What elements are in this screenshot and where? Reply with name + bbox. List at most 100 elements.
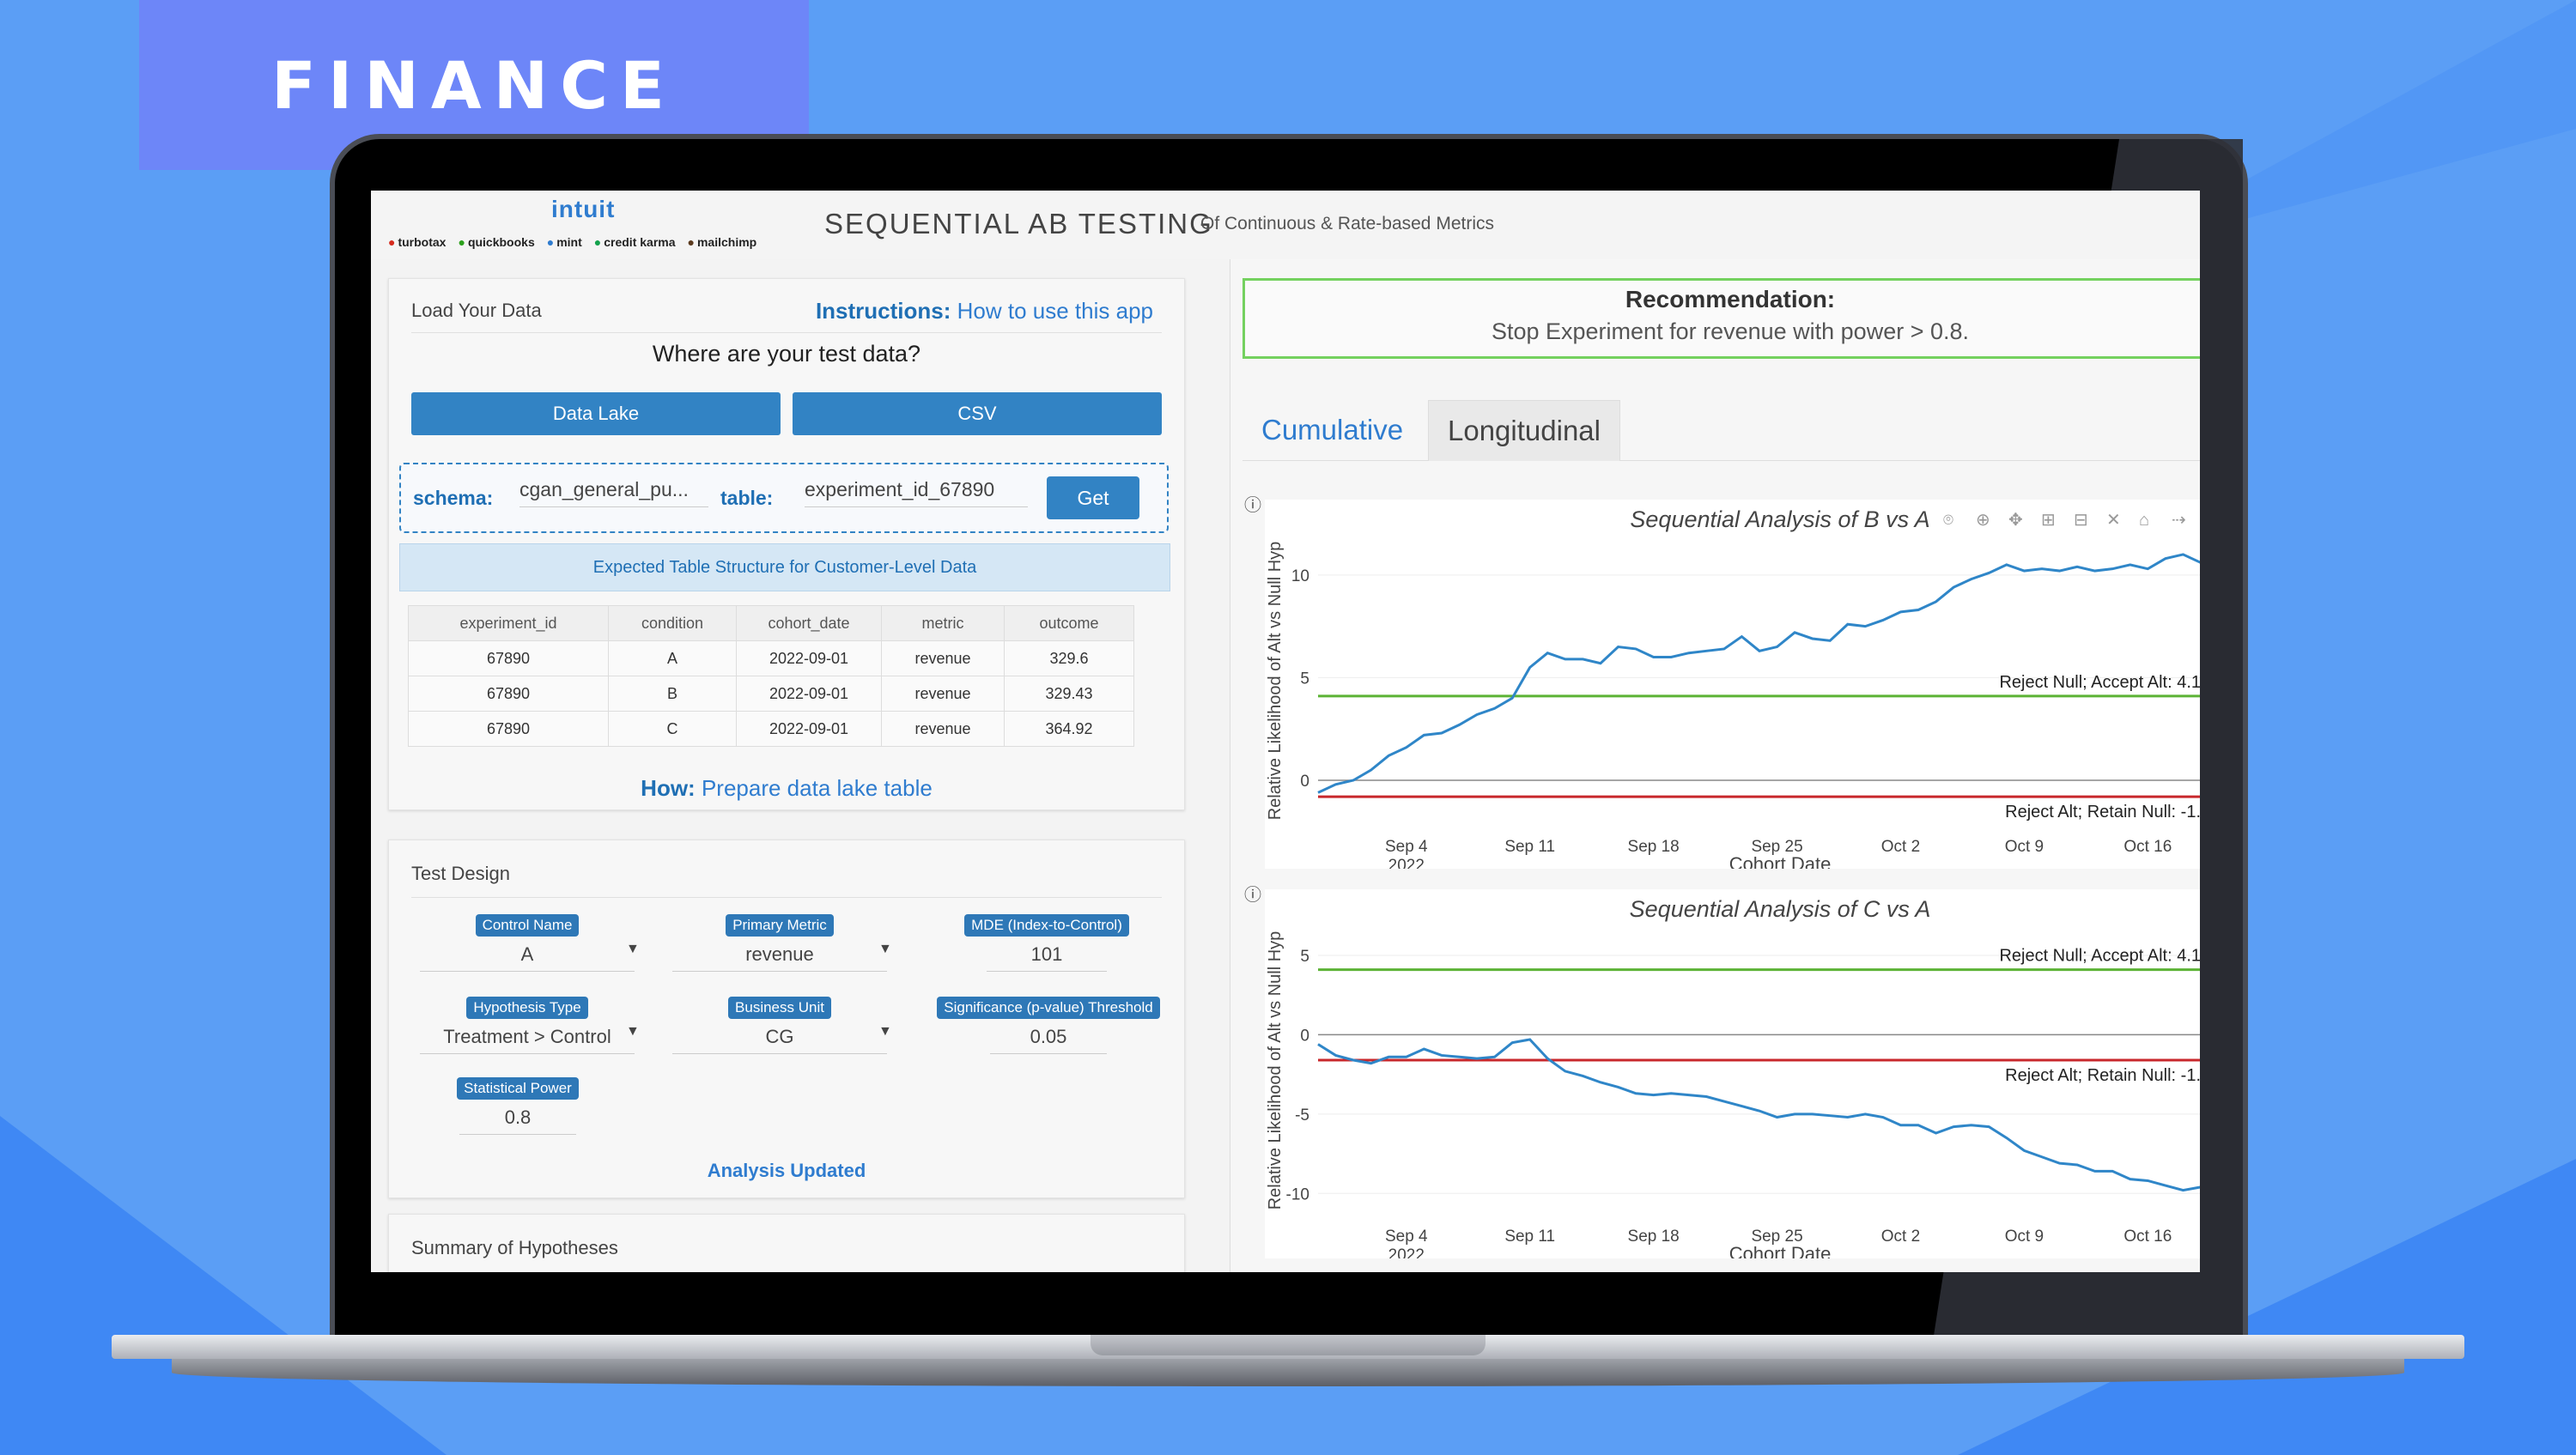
get-button[interactable]: Get: [1047, 476, 1139, 519]
table-input[interactable]: experiment_id_67890: [805, 478, 1028, 507]
intuit-logo: intuit: [551, 196, 616, 222]
y-tick-label: 0: [1300, 1027, 1309, 1045]
info-icon[interactable]: ⓘ: [1244, 496, 1261, 515]
control-name-value: A: [420, 943, 635, 972]
data-lake-button[interactable]: Data Lake: [411, 392, 781, 435]
statistical-power-label: Statistical Power: [457, 1077, 579, 1100]
toolbar-icon: ⌾: [1943, 511, 1953, 530]
expected-structure-toggle[interactable]: Expected Table Structure for Customer-Le…: [399, 543, 1170, 591]
summary-panel: Summary of Hypotheses: [388, 1214, 1185, 1272]
instructions-link[interactable]: Instructions: How to use this app: [816, 298, 1153, 324]
chart-title: Sequential Analysis of C vs A: [1630, 896, 1931, 922]
recommendation-text: Stop Experiment for revenue with power >…: [1491, 318, 1970, 344]
brand-credit-karma: credit karma: [594, 235, 675, 249]
y-axis-label: Relative Likelihood of Alt vs Null Hyp: [1266, 542, 1285, 821]
table-cell: 329.6: [1004, 640, 1134, 676]
column-header: experiment_id: [408, 605, 609, 641]
table-cell: 67890: [408, 676, 609, 712]
how-text: Prepare data lake table: [701, 775, 933, 801]
y-tick-label: 5: [1300, 948, 1309, 966]
toolbar-icon: ⊕: [1976, 511, 1990, 530]
brand-quickbooks: quickbooks: [458, 235, 535, 249]
mde-value: 101: [987, 943, 1107, 972]
chart-c-vs-a: Sequential Analysis of C vs A -10 -5 0 5 Sep …: [1265, 889, 2200, 1264]
table-cell: revenue: [881, 640, 1005, 676]
x-tick-label: 2022: [1388, 1246, 1425, 1258]
table-cell: A: [608, 640, 737, 676]
how-label: How:: [641, 775, 696, 801]
y-axis-label: Relative Likelihood of Alt vs Null Hyp: [1266, 931, 1285, 1210]
info-icon[interactable]: ⓘ: [1244, 886, 1261, 905]
significance-label: Significance (p-value) Threshold: [937, 997, 1160, 1019]
table-cell: 329.43: [1004, 676, 1134, 712]
schema-input[interactable]: cgan_general_pu...: [519, 478, 708, 507]
mde-input[interactable]: MDE (Index-to-Control) 101: [935, 914, 1158, 972]
threshold-label: Reject Alt; Retain Null: -1.: [2005, 803, 2200, 821]
hypothesis-type-select[interactable]: Hypothesis Type Treatment > Control: [420, 997, 635, 1054]
table-cell: 2022-09-01: [736, 676, 882, 712]
analysis-status: Analysis Updated: [707, 1160, 866, 1181]
business-unit-select[interactable]: Business Unit CG: [672, 997, 887, 1054]
y-tick-label: 0: [1300, 773, 1309, 791]
prepare-table-link[interactable]: How: Prepare data lake table: [389, 775, 1184, 802]
divider: [411, 332, 1162, 333]
table-cell: 67890: [408, 640, 609, 676]
primary-metric-select[interactable]: Primary Metric revenue: [672, 914, 887, 972]
top-bar: intuit turbotax quickbooks mint credit k…: [371, 191, 2200, 260]
mde-label: MDE (Index-to-Control): [964, 914, 1129, 937]
column-header: outcome: [1004, 605, 1134, 641]
toolbar-icon: ⊟: [2074, 511, 2088, 530]
table-cell: 67890: [408, 711, 609, 747]
data-source-question: Where are your test data?: [652, 341, 921, 367]
statistical-power-value: 0.8: [459, 1106, 576, 1135]
recommendation-box: Recommendation: Stop Experiment for reve…: [1242, 278, 2200, 359]
threshold-label: Reject Null; Accept Alt: 4.1: [1999, 673, 2200, 692]
table-row: 67890 B 2022-09-01 revenue 329.43: [408, 676, 1134, 712]
statistical-power-input[interactable]: Statistical Power 0.8: [449, 1077, 586, 1135]
x-tick-label: Sep 25: [1751, 1228, 1802, 1246]
table-cell: 2022-09-01: [736, 640, 882, 676]
x-tick-label: Sep 11: [1504, 1228, 1555, 1246]
finance-tag-label: FINANCE: [271, 46, 677, 124]
app-title: SEQUENTIAL AB TESTING: [824, 208, 1213, 239]
tab-cumulative[interactable]: Cumulative: [1261, 414, 1404, 446]
x-tick-label: 2022: [1388, 857, 1425, 869]
instructions-label: Instructions:: [815, 298, 951, 324]
table-cell: C: [608, 711, 737, 747]
y-tick-label: -5: [1295, 1106, 1309, 1125]
x-tick-label: Sep 4: [1385, 838, 1428, 856]
csv-button[interactable]: CSV: [793, 392, 1162, 435]
tab-longitudinal[interactable]: Longitudinal: [1428, 400, 1620, 461]
chart-b-vs-a-svg: Sequential Analysis of B vs A⌾⊕✥⊞⊟✕⌂⇢▬05…: [1266, 506, 2200, 875]
business-unit-value: CG: [672, 1026, 887, 1054]
y-tick-label: 5: [1300, 670, 1309, 688]
sample-table: experiment_id condition cohort_date metr…: [408, 605, 1134, 747]
hypothesis-type-label: Hypothesis Type: [466, 997, 588, 1019]
significance-input[interactable]: Significance (p-value) Threshold 0.05: [930, 997, 1167, 1054]
chevron-down-icon[interactable]: ▼: [878, 1024, 892, 1039]
table-cell: revenue: [881, 711, 1005, 747]
chevron-down-icon[interactable]: ▼: [878, 942, 892, 956]
divider: [411, 897, 1162, 898]
x-tick-label: Oct 9: [2005, 838, 2044, 856]
x-tick-label: Sep 25: [1751, 838, 1802, 856]
control-name-select[interactable]: Control Name A: [420, 914, 635, 972]
table-cell: B: [608, 676, 737, 712]
laptop-base-under: [172, 1359, 2404, 1386]
brand-turbotax: turbotax: [388, 235, 446, 249]
chevron-down-icon[interactable]: ▼: [626, 942, 640, 956]
load-data-panel: Load Your Data Instructions: How to use …: [388, 278, 1185, 810]
schema-label: schema:: [413, 487, 494, 509]
instructions-text: How to use this app: [957, 298, 1153, 324]
x-tick-label: Oct 16: [2123, 838, 2172, 856]
left-column: Load Your Data Instructions: How to use …: [371, 259, 1230, 1272]
column-header: cohort_date: [736, 605, 882, 641]
toolbar-icon: ⌂: [2139, 511, 2149, 530]
chevron-down-icon[interactable]: ▼: [626, 1024, 640, 1039]
app-screen: intuit turbotax quickbooks mint credit k…: [371, 191, 2200, 1272]
table-label: table:: [720, 487, 774, 509]
brand-mailchimp: mailchimp: [688, 235, 756, 249]
toolbar-icon: ⇢: [2172, 511, 2186, 530]
control-name-label: Control Name: [475, 914, 580, 937]
column-header: metric: [881, 605, 1005, 641]
